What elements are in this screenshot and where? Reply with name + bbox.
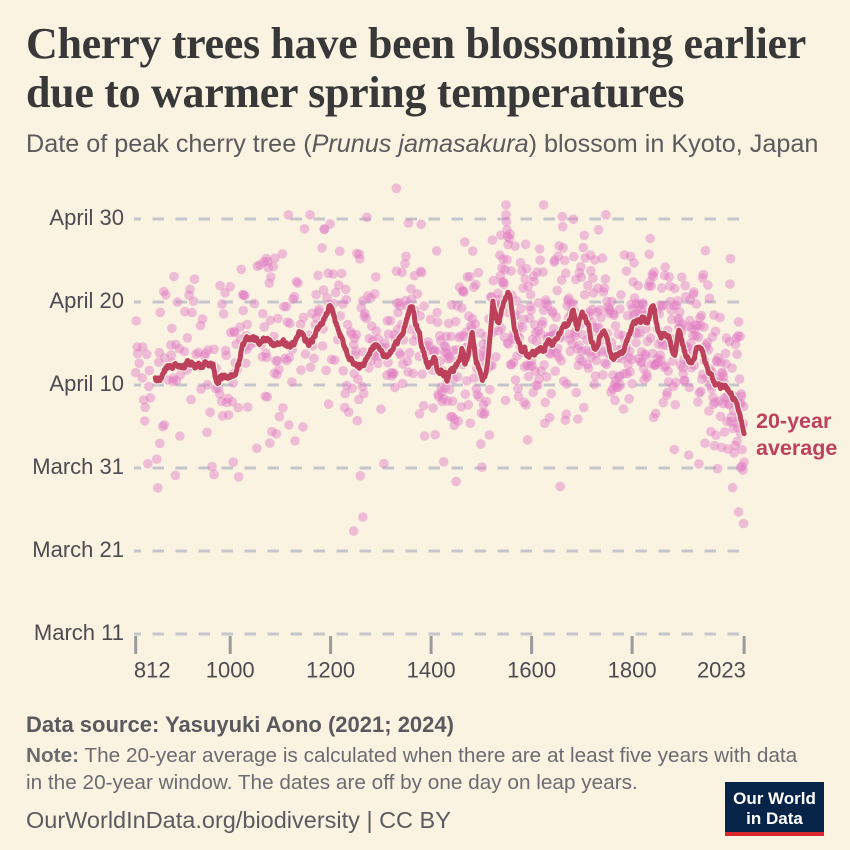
svg-text:April 10: April 10 xyxy=(49,371,124,396)
svg-text:March 31: March 31 xyxy=(32,454,124,479)
svg-text:20-year: 20-year xyxy=(756,409,832,433)
svg-text:2023: 2023 xyxy=(697,658,746,683)
svg-text:April 20: April 20 xyxy=(49,288,124,313)
svg-text:March 21: March 21 xyxy=(32,537,124,562)
svg-text:1800: 1800 xyxy=(608,658,657,683)
svg-text:April 30: April 30 xyxy=(49,205,124,230)
svg-text:1000: 1000 xyxy=(206,658,255,683)
svg-text:812: 812 xyxy=(134,658,171,683)
svg-text:average: average xyxy=(756,436,837,460)
svg-text:1600: 1600 xyxy=(507,658,556,683)
svg-text:1200: 1200 xyxy=(306,658,355,683)
svg-text:March 11: March 11 xyxy=(34,620,124,645)
svg-text:1400: 1400 xyxy=(407,658,456,683)
